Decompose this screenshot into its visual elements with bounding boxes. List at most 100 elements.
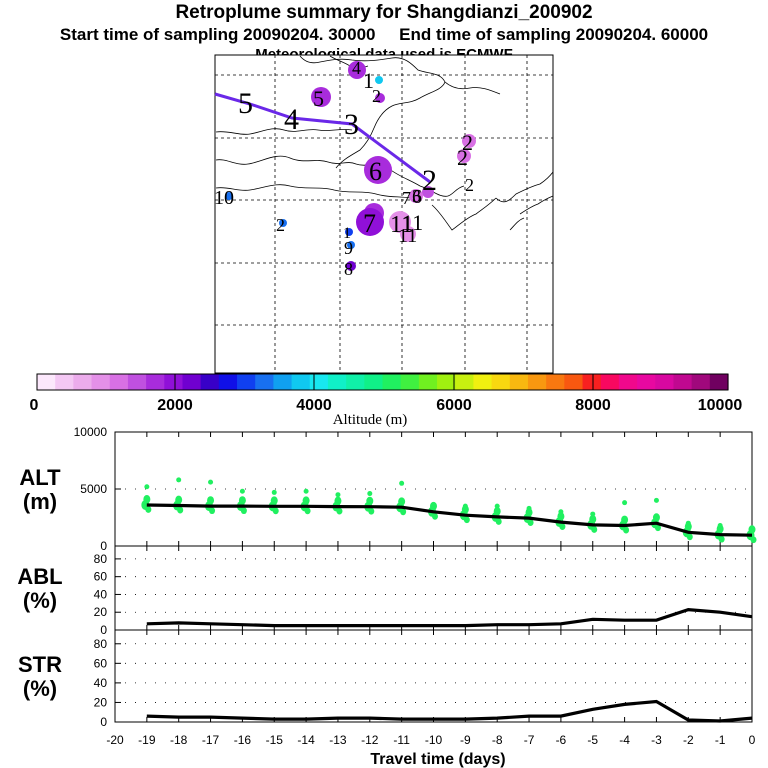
x-tick-label: -18 [170,733,188,747]
altitude-point-upper [749,526,755,532]
marker [375,76,383,84]
colorbar-swatch [164,374,184,390]
colorbar-swatch [655,374,675,390]
y-tick-label: 0 [100,715,107,729]
altitude-point [400,508,407,516]
x-tick-label: -10 [425,733,443,747]
marker [356,208,384,236]
start-time-label: Start time of sampling 20090204. 30000 [59,25,376,44]
map-label: 5 [313,86,324,111]
x-tick-label: 0 [749,733,756,747]
altitude-point-upper [176,477,182,483]
y-axis-label: ABL [17,564,62,589]
trajectory-line [214,92,431,184]
altitude-point-upper [717,522,723,528]
colorbar-tick: 6000 [436,397,472,414]
y-axis-label: ALT [19,465,61,490]
marker [346,261,356,271]
colorbar-swatch [73,374,93,390]
map-label: 11 [398,225,417,247]
map-label: 7 [363,209,376,238]
map-label: 6 [412,186,422,208]
altitude-point [366,496,374,506]
colorbar-swatch [309,374,329,390]
map-label: 2 [465,175,474,195]
map-labels: 5 4 3 2 1 6 7 8 9 10 11 2 2 2 2 2 1 4 5 … [214,58,474,279]
map-gridlines [215,55,553,373]
colorbar-swatch [237,374,256,390]
altitude-point [209,507,216,515]
x-tick-label: -17 [202,733,220,747]
colorbar-swatch [437,374,456,390]
altitude-point-upper [622,500,628,506]
altitude-point [175,495,183,505]
marker [409,189,423,203]
map-label: 2 [422,164,437,197]
marker [400,226,416,242]
altitude-point [495,518,502,525]
altitude-point [493,507,501,516]
y-tick-label: 40 [94,676,108,690]
altitude-point-upper [685,520,691,526]
marker [348,61,366,79]
marker [375,93,385,103]
altitude-point-upper [144,484,150,490]
colorbar-swatch [364,374,384,390]
colorbar-swatch [146,374,165,390]
time-series-panels: 0500010000ALT(m)020406080ABL(%)020406080… [17,425,757,747]
altitude-point [654,524,661,532]
colorbar-swatch [709,374,729,390]
colorbar-swatch [218,374,238,390]
x-axis-label: Travel time (days) [370,751,505,768]
altitude-point [652,513,660,522]
colorbar-swatch [509,374,529,390]
altitude-point-upper [303,488,309,494]
altitude-point-upper [271,489,277,495]
altitude-point [143,495,151,504]
colorbar-swatches [37,374,729,390]
altitude-point [145,506,152,513]
y-tick-label: 0 [100,623,107,637]
altitude-point [686,533,693,541]
altitude-colorbar: 0 2000 4000 6000 8000 10000 Altitude (m) [30,373,742,428]
altitude-point-upper [239,488,245,494]
colorbar-swatch [327,374,347,390]
x-tick-label: -19 [138,733,156,747]
colorbar-swatch [673,374,693,390]
y-axis-label: (%) [23,588,57,613]
x-tick-label: -11 [393,733,410,747]
altitude-point-upper [494,503,500,509]
altitude-point-upper [399,480,405,486]
altitude-point-upper [590,511,596,517]
colorbar-tick: 0 [30,397,39,414]
marker [279,219,287,227]
map-label: 6 [369,157,382,186]
marker [422,186,434,198]
map-label: 3 [344,108,359,141]
y-axis-label: (%) [23,676,57,701]
panel-frame [114,629,753,723]
altitude-point [368,507,375,515]
colorbar-swatch [37,374,56,390]
y-axis-label: (m) [23,489,57,514]
map-label: 2 [372,86,381,106]
map-label: 4 [284,103,299,136]
x-tick-label: -8 [492,733,503,747]
marker [462,134,476,148]
colorbar-swatch [582,374,602,390]
end-time-label: End time of sampling 20090204. 60000 [399,25,709,44]
colorbar-swatch [491,374,511,390]
altitude-point [432,512,438,520]
chart-title: Retroplume summary for Shangdianzi_20090… [175,2,593,23]
altitude-point [240,507,247,515]
colorbar-swatch [91,374,111,390]
map-label: 3 [412,186,421,206]
map-label: 1 [363,68,374,93]
x-tick-label: -5 [587,733,598,747]
map-frame [214,54,554,374]
colorbar-swatch [291,374,311,390]
colorbar-swatch [346,374,365,390]
str-series-line [146,699,753,723]
colorbar-swatch [382,374,402,390]
